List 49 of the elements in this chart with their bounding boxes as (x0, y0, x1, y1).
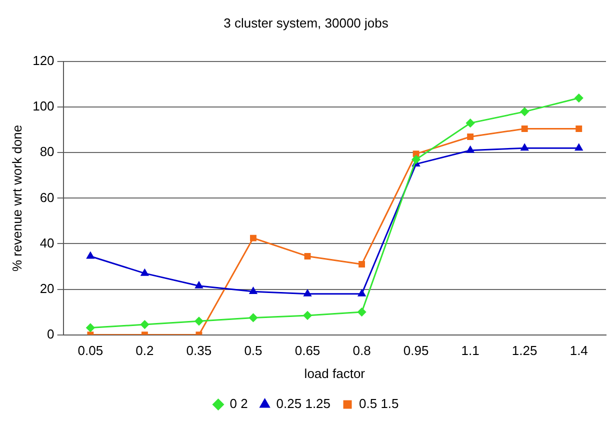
y-tick-label: 20 (40, 280, 54, 296)
point (466, 146, 474, 153)
x-tick-label: 0.8 (352, 343, 371, 358)
x-tick-label: 0.05 (78, 343, 104, 358)
x-tick-label: 1.1 (461, 343, 480, 358)
point (576, 126, 582, 132)
point (520, 144, 528, 151)
chart-title: 3 cluster system, 30000 jobs (224, 15, 389, 30)
x-tick-label: 0.95 (403, 343, 429, 358)
point (248, 313, 258, 322)
x-tick-label: 1.4 (570, 343, 588, 358)
point (140, 269, 148, 276)
y-tick-label: 100 (32, 98, 54, 114)
point (520, 107, 529, 116)
y-tick-label: 80 (40, 144, 54, 160)
y-axis-title: % revenue wrt work done (9, 124, 24, 272)
point (250, 234, 256, 242)
x-tick-label: 0.35 (186, 343, 212, 358)
legend-label: 0 2 (230, 396, 248, 412)
legend-label: 0.5 1.5 (359, 396, 399, 412)
point (249, 287, 258, 294)
point (194, 316, 204, 326)
point (358, 308, 366, 316)
point (303, 311, 312, 320)
y-tick-label: 120 (32, 53, 54, 68)
point (358, 261, 366, 268)
point (467, 134, 474, 140)
point (304, 253, 311, 260)
point (574, 94, 584, 102)
x-axis-title: load factor (304, 366, 366, 381)
point (195, 282, 203, 288)
point (140, 320, 149, 329)
x-tick-label: 0.5 (244, 343, 262, 358)
y-tick-label: 0 (47, 326, 54, 342)
x-tick-label: 1.25 (512, 343, 538, 358)
point (466, 118, 475, 128)
point (86, 252, 94, 259)
point (521, 126, 528, 132)
point (358, 290, 366, 296)
y-tick-label: 60 (40, 190, 54, 205)
y-tick-label: 40 (40, 235, 54, 250)
point (412, 150, 420, 158)
legend-label: 0.25 1.25 (276, 396, 331, 412)
point (575, 144, 583, 151)
x-tick-label: 0.65 (294, 343, 320, 358)
point (412, 155, 420, 164)
x-tick-label: 0.2 (136, 343, 154, 358)
point (86, 323, 95, 332)
point (304, 290, 312, 296)
